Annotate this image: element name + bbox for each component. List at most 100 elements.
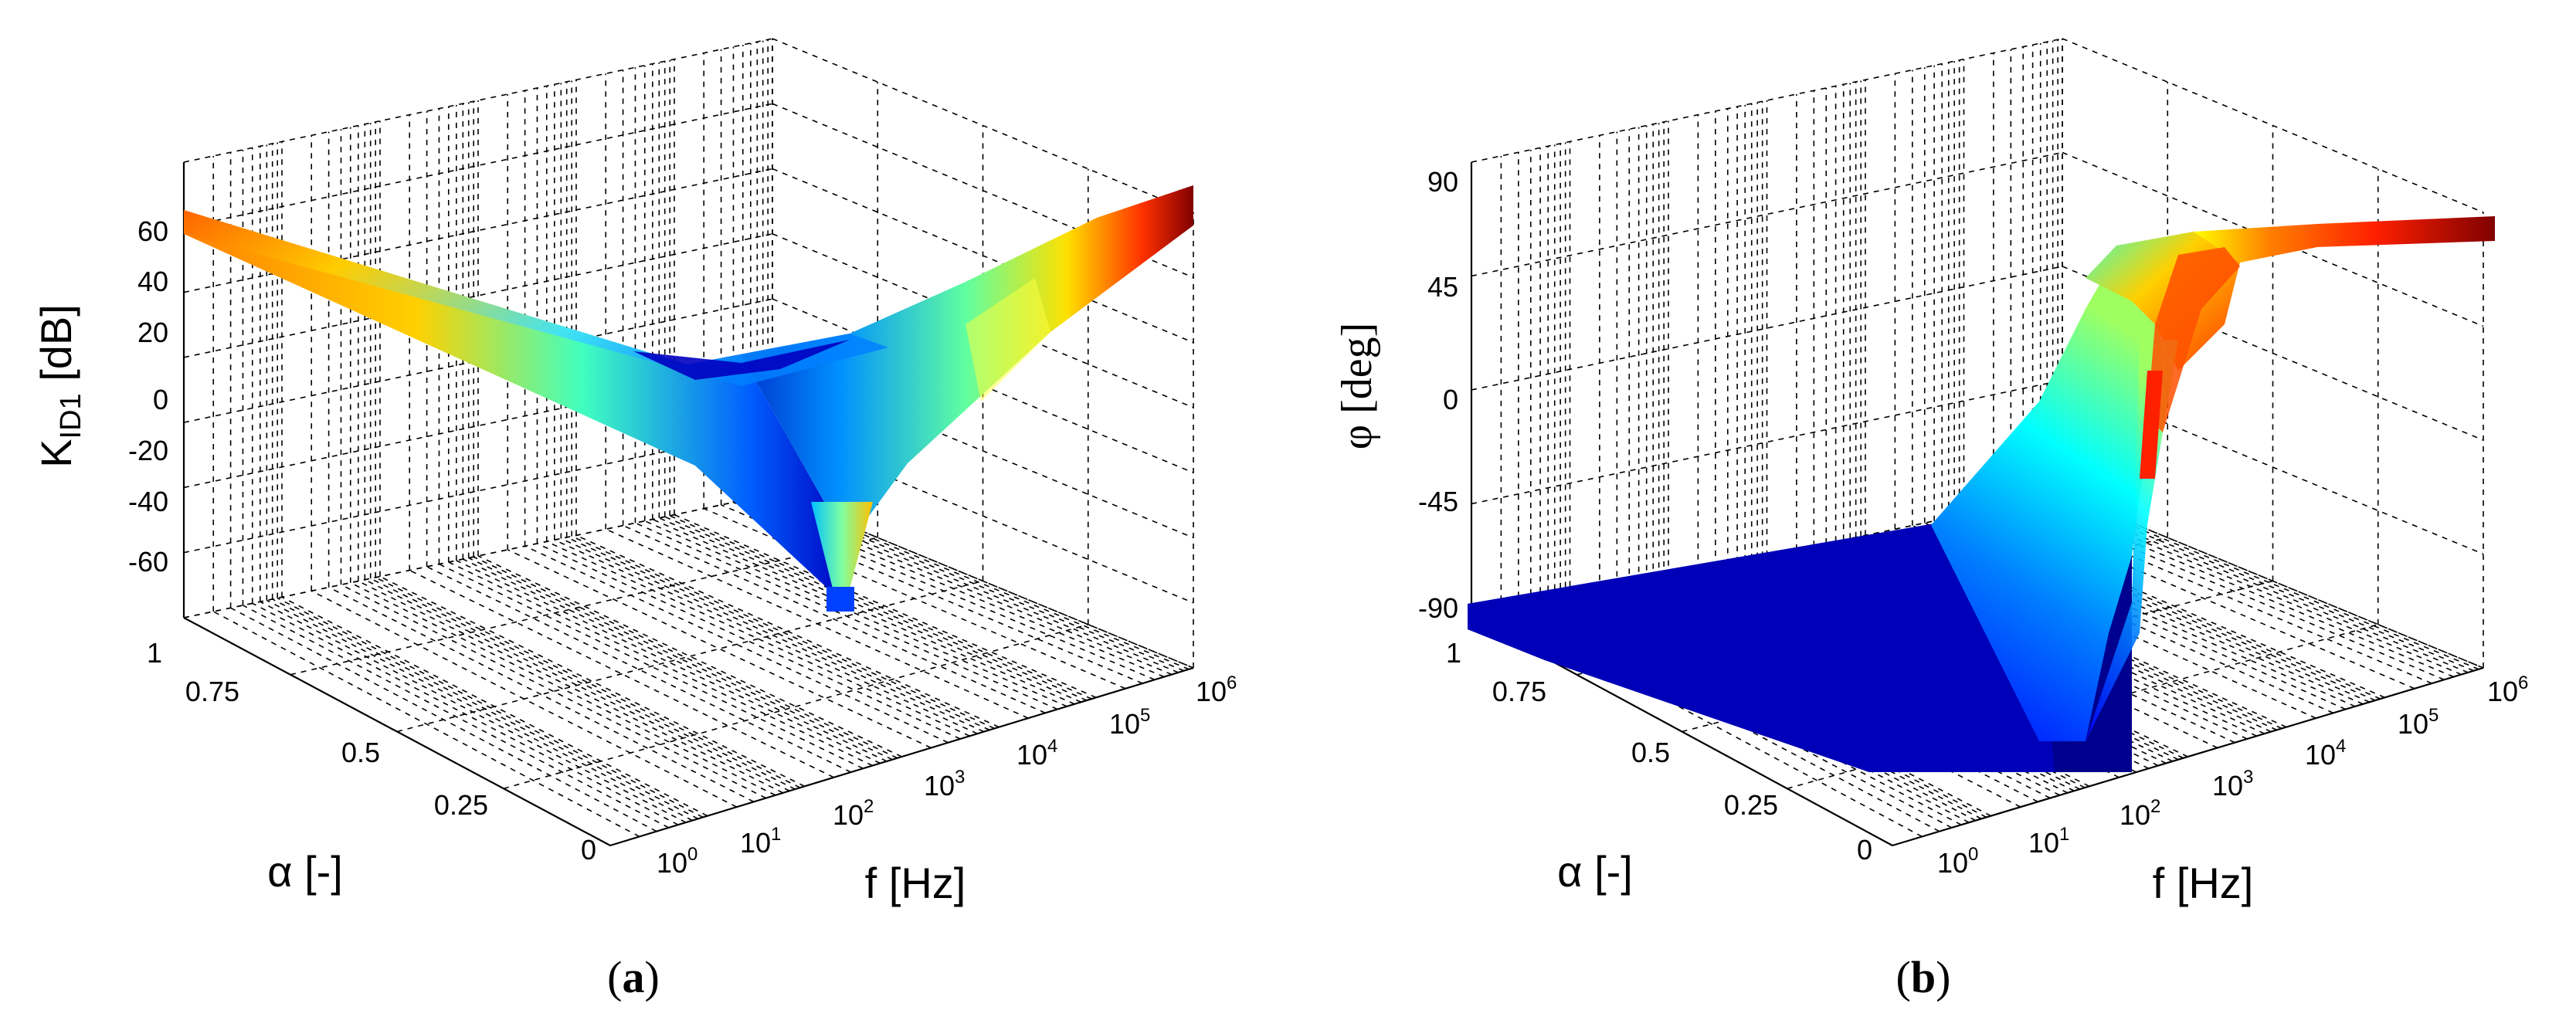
z-tick-label: 90 xyxy=(1427,166,1458,198)
grid-line xyxy=(462,558,888,762)
x-tick-label: 101 xyxy=(2028,824,2069,859)
grid-line xyxy=(652,518,1075,705)
grid-line xyxy=(277,597,704,818)
grid-line xyxy=(644,520,1067,707)
grid-lines xyxy=(182,38,1194,847)
x-tick-label: 103 xyxy=(924,767,965,801)
chart-panel-a: 60 40 20 0 -20 -40 -60 1 0.75 0.5 0.25 0… xyxy=(32,38,1237,1002)
z-tick-label: -20 xyxy=(128,435,168,466)
y-tick-label: 1 xyxy=(147,637,162,669)
z-tick-label: 20 xyxy=(137,317,168,348)
grid-line xyxy=(1554,599,1977,822)
grid-line xyxy=(623,524,1046,714)
grid-line xyxy=(560,537,985,733)
grid-line xyxy=(1471,379,2063,505)
grid-line xyxy=(524,545,949,744)
z-tick-label: -45 xyxy=(1418,486,1458,517)
grid-line xyxy=(183,493,773,618)
grid-line xyxy=(554,539,978,734)
z-tick-label: 0 xyxy=(153,384,168,415)
grid-line xyxy=(635,522,1058,710)
z-tick-label: 0 xyxy=(1443,384,1458,415)
x-tick-label: 102 xyxy=(2120,796,2160,831)
grid-line xyxy=(290,537,878,676)
z-axis-label: KID1 [dB] xyxy=(32,304,87,468)
grid-line xyxy=(375,577,801,788)
x-axis-line xyxy=(1892,666,2484,847)
surface-right-wing xyxy=(687,185,1193,544)
z-tick-label: -60 xyxy=(128,546,168,578)
grid-line xyxy=(212,611,640,838)
x-tick-label: 100 xyxy=(657,844,697,879)
grid-line xyxy=(252,602,679,825)
grid-line xyxy=(341,584,766,799)
surface-rise xyxy=(1931,247,2163,741)
x-tick-labels: 100 101 102 103 104 105 106 xyxy=(1937,673,2528,879)
grid-line xyxy=(328,586,755,803)
grid-line xyxy=(503,623,1088,790)
y-axis-line xyxy=(183,617,611,846)
grid-line xyxy=(456,560,881,764)
surface-left-wing xyxy=(184,210,848,595)
grid-line xyxy=(546,540,970,737)
chart-panel-b: 90 45 0 -45 -90 1 0.75 0.5 0.25 0 100 10… xyxy=(1333,38,2528,1002)
grid-line xyxy=(473,556,898,759)
z-tick-label: -90 xyxy=(1418,592,1458,624)
grid-line xyxy=(350,581,776,796)
grid-line xyxy=(507,549,932,749)
surface-high-plateau xyxy=(2194,216,2495,263)
grid-line xyxy=(571,535,995,730)
caption-a: (a) xyxy=(607,952,660,1002)
x-tick-label: 106 xyxy=(1196,673,1237,707)
grid-line xyxy=(1796,549,2218,749)
grid-line xyxy=(1547,601,1970,823)
x-tick-label: 103 xyxy=(2212,767,2253,801)
grid-line xyxy=(396,580,983,733)
x-tick-label: 104 xyxy=(1016,736,1057,771)
grid-line xyxy=(379,575,806,788)
x-tick-label: 104 xyxy=(2305,736,2346,771)
x-tick-label: 100 xyxy=(1937,844,1978,879)
grid-line xyxy=(537,543,961,740)
grid-line xyxy=(1565,597,1987,818)
y-tick-label: 0.25 xyxy=(1724,789,1778,821)
grid-line xyxy=(358,580,784,794)
x-axis-label: f [Hz] xyxy=(2153,859,2254,907)
x-tick-labels: 100 101 102 103 104 105 106 xyxy=(657,673,1237,879)
grid-line xyxy=(1539,602,1962,825)
z-tick-label: 40 xyxy=(137,266,168,297)
caption-b: (b) xyxy=(1896,952,1951,1002)
grid-line xyxy=(448,561,873,767)
y-tick-label: 0 xyxy=(1857,834,1872,866)
y-tick-label: 0.25 xyxy=(434,789,488,821)
surface-tip xyxy=(826,587,854,612)
grid-line xyxy=(370,578,796,790)
surface-plot xyxy=(1468,216,2495,772)
grid-line xyxy=(426,566,852,773)
x-tick-label: 102 xyxy=(833,796,874,831)
y-axis-label: α [-] xyxy=(1557,847,1633,896)
surface-plateau-mid xyxy=(1468,513,2055,772)
surface-yellow-band xyxy=(966,278,1050,402)
x-tick-label: 101 xyxy=(740,824,781,859)
grid-line xyxy=(266,599,693,822)
grid-line xyxy=(468,557,893,761)
surface-cusp xyxy=(811,502,873,595)
x-tick-label: 105 xyxy=(2398,705,2439,740)
grid-line xyxy=(1560,598,1982,820)
z-tick-labels: 60 40 20 0 -20 -40 -60 xyxy=(128,215,168,578)
z-tick-labels: 90 45 0 -45 -90 xyxy=(1418,166,1458,624)
grid-line xyxy=(664,516,1088,701)
grid-line xyxy=(409,569,834,778)
grid-line xyxy=(364,579,790,791)
grid-line xyxy=(1471,151,2063,277)
y-tick-label: 0.5 xyxy=(1631,737,1670,768)
surface-dark-band xyxy=(633,340,850,380)
y-tick-labels: 1 0.75 0.5 0.25 0 xyxy=(1446,637,1872,866)
grid-line xyxy=(243,605,670,829)
x-tick-label: 106 xyxy=(2487,673,2528,707)
z-tick-label: -40 xyxy=(128,486,168,517)
grid-line xyxy=(674,513,1097,699)
y-tick-label: 0 xyxy=(581,834,596,866)
